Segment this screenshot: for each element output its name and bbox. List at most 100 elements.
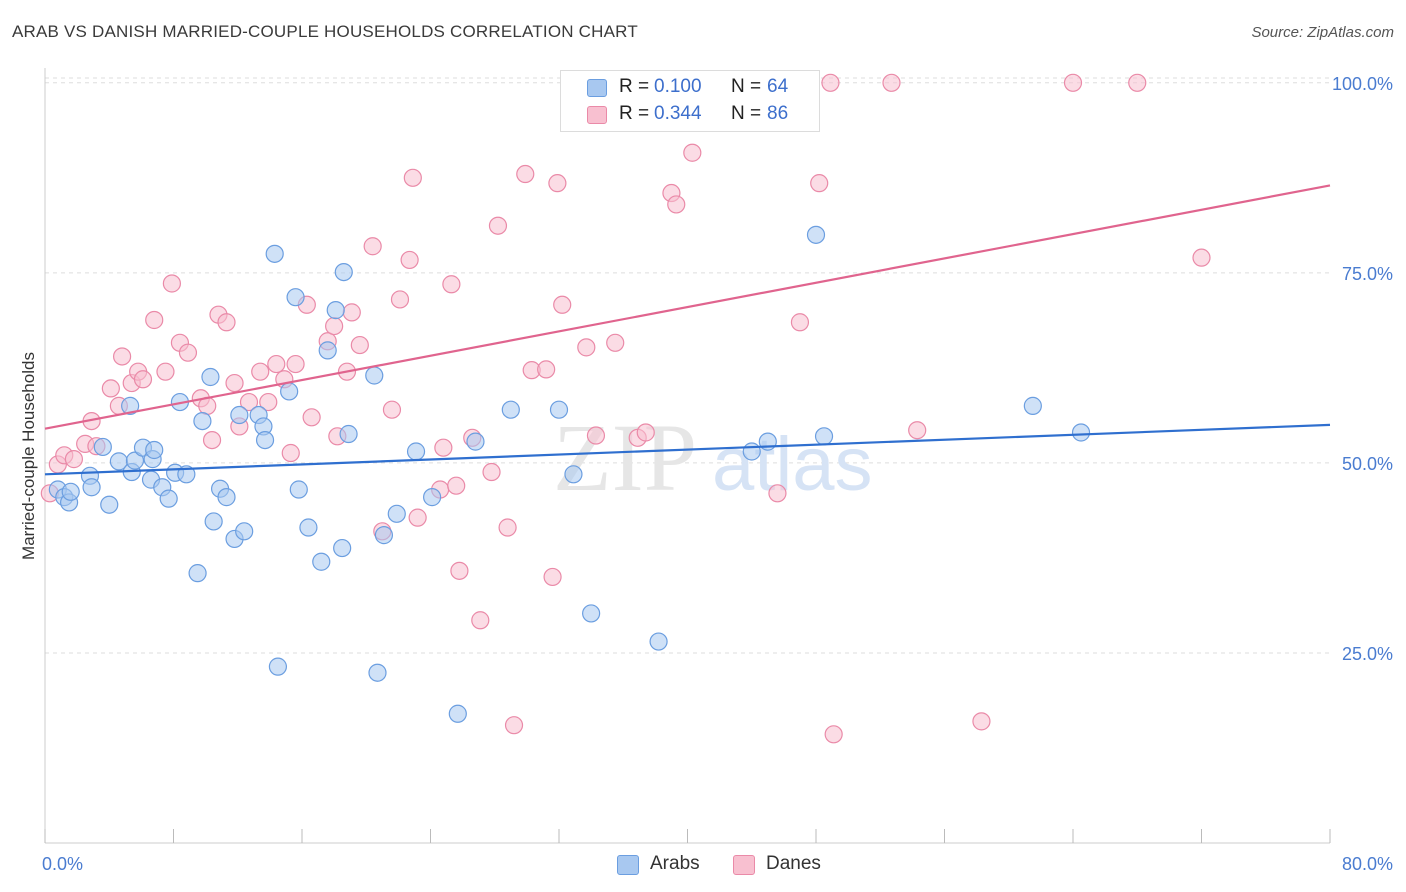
legend-row-danes: R = 0.344 N = 86 [561,101,819,127]
watermark-atlas: atlas [712,422,873,507]
grid-lines [45,77,1330,654]
data-point-arabs [268,657,288,676]
data-point-danes [178,343,198,362]
data-point-danes [350,335,369,355]
data-point-danes [543,567,562,587]
data-point-danes [606,333,625,352]
data-point-arabs [193,411,212,431]
data-point-danes [577,338,596,357]
data-point-danes [239,392,259,412]
data-point-danes [683,143,702,162]
data-point-danes [162,274,181,293]
data-point-danes [156,362,175,381]
danes-swatch [587,106,607,124]
data-point-arabs [806,225,826,244]
y-tick-label: 100.0% [1332,74,1393,94]
arabs-swatch [587,79,607,97]
data-point-danes [768,484,787,503]
data-point-arabs [549,400,569,419]
data-point-danes [251,362,270,381]
data-point-danes [325,316,344,336]
data-point-danes [882,73,901,92]
n-label: N = [731,103,762,124]
data-point-danes [488,216,508,235]
source-label: Source: ZipAtlas.com [1251,24,1394,41]
data-point-arabs [1071,423,1091,442]
data-point-arabs [299,518,318,537]
data-point-danes [447,476,466,495]
chart-title: ARAB VS DANISH MARRIED-COUPLE HOUSEHOLDS… [12,22,638,41]
data-point-arabs [387,504,406,523]
data-point-danes [202,430,222,450]
y-axis-label: Married-couple Households [19,352,38,560]
data-point-arabs [230,405,249,425]
data-point-danes [434,438,453,457]
trend-line-danes [44,184,1331,430]
data-point-danes [548,174,567,193]
n-value: 86 [767,103,789,124]
data-point-arabs [255,430,275,450]
data-point-arabs [423,488,442,507]
data-point-arabs [159,489,178,508]
data-point-danes [259,392,278,412]
danes-swatch [733,855,755,875]
data-point-danes [908,421,927,440]
legend-label: Danes [766,853,821,874]
legend-row-arabs: R = 0.100 N = 64 [561,74,819,100]
data-point-danes [471,611,490,630]
data-point-danes [1192,248,1211,267]
data-point-arabs [145,440,164,460]
data-point-arabs [501,400,520,419]
series-arabs [48,225,1091,723]
correlation-legend: R = 0.100 N = 64 R = 0.344 N = 86 [560,70,820,132]
data-point-danes [390,290,410,309]
data-point-arabs [564,465,583,484]
data-point-arabs [582,604,601,623]
data-point-arabs [312,552,331,571]
y-tick-label: 75.0% [1342,264,1393,284]
data-point-danes [821,73,840,92]
data-point-arabs [235,522,254,541]
data-point-danes [537,360,556,379]
data-point-danes [286,354,305,374]
trend-line-arabs [44,423,1331,476]
data-point-arabs [649,632,668,651]
data-point-arabs [466,432,485,451]
x-tick-label: 80.0% [1342,854,1393,874]
y-tick-label: 25.0% [1342,644,1393,664]
data-point-danes [281,443,300,463]
data-point-danes [1063,73,1083,92]
data-point-danes [217,313,236,332]
data-point-arabs [82,478,101,497]
legend-label: Arabs [650,853,700,874]
data-point-arabs [374,526,394,545]
data-point-arabs [742,442,761,461]
trend-lines [44,184,1331,476]
data-point-danes [133,370,153,389]
r-label: R = [619,103,650,124]
data-point-arabs [265,244,284,263]
y-tick-label: 50.0% [1342,454,1393,474]
data-point-danes [225,373,244,393]
r-label: R = [619,76,650,97]
data-point-danes [790,313,810,332]
data-point-danes [408,508,427,527]
data-point-arabs [339,424,358,444]
data-point-arabs [368,663,387,682]
data-point-danes [442,275,461,294]
data-point-arabs [406,442,426,461]
data-point-danes [112,347,132,366]
data-point-danes [553,295,572,314]
data-point-arabs [125,451,145,470]
data-point-danes [586,426,606,445]
data-point-danes [450,561,469,580]
data-point-danes [302,408,321,427]
data-point-arabs [1023,396,1042,415]
x-tick-label: 0.0% [42,854,83,874]
data-point-danes [1128,73,1147,92]
data-point-arabs [326,301,345,320]
data-point-danes [516,164,535,184]
r-value: 0.100 [654,76,702,97]
data-point-danes [342,303,361,322]
